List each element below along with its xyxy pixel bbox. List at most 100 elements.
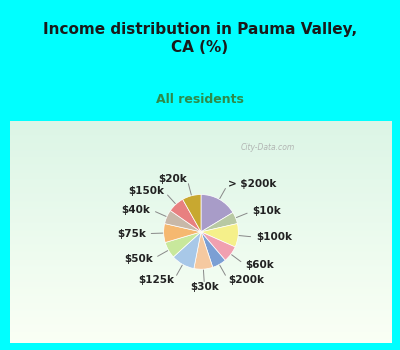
Bar [10,209,392,210]
Bar [10,241,392,242]
Bar [10,181,392,182]
Bar [10,283,392,284]
Bar [10,161,392,162]
Wedge shape [164,210,201,232]
Bar [10,196,392,197]
Bar [10,280,392,281]
Bar [10,128,392,130]
Bar [10,234,392,235]
Bar [10,323,392,324]
Bar [10,123,392,124]
Bar [10,175,392,176]
Text: $100k: $100k [256,232,292,242]
Bar [10,133,392,134]
Wedge shape [165,232,201,257]
Bar [10,328,392,329]
Bar [10,270,392,271]
Bar [10,142,392,143]
Bar [10,332,392,333]
Bar [10,210,392,211]
Bar [10,321,392,322]
Bar [10,166,392,167]
Bar [10,215,392,216]
Bar [10,261,392,262]
Bar [10,287,392,288]
Bar [10,176,392,177]
Bar [10,259,392,260]
Bar [10,223,392,224]
Bar [10,266,392,267]
Bar [10,155,392,156]
Bar [10,177,392,178]
Bar [10,143,392,144]
Bar [10,294,392,295]
Bar [10,212,392,213]
Bar [10,152,392,153]
Bar [10,180,392,181]
Bar [10,274,392,275]
Bar [10,226,392,228]
Bar [10,140,392,141]
Bar [10,201,392,202]
Bar [10,324,392,325]
Bar [10,305,392,306]
Bar [10,124,392,125]
Bar [10,195,392,196]
Bar [10,182,392,183]
Bar [10,313,392,314]
Bar [10,178,392,180]
Bar [10,218,392,220]
Bar [10,237,392,239]
Bar [10,306,392,307]
Bar [10,236,392,237]
Bar [10,301,392,302]
Bar [10,316,392,317]
Bar [10,254,392,255]
Bar [10,163,392,164]
Bar [10,255,392,256]
Bar [10,326,392,328]
Bar [10,197,392,198]
Wedge shape [201,232,225,267]
Bar [10,174,392,175]
Bar [10,160,392,161]
Bar [10,203,392,204]
Bar [10,151,392,152]
Bar [10,315,392,316]
Bar [10,204,392,205]
Bar [10,206,392,208]
Bar [10,292,392,293]
Bar [10,256,392,258]
Bar [10,286,392,287]
Bar [10,309,392,310]
Bar [10,318,392,320]
Bar [10,190,392,191]
Wedge shape [164,224,201,243]
Bar [10,148,392,150]
Bar [10,279,392,280]
Bar [10,252,392,253]
Wedge shape [183,195,201,232]
Bar [10,235,392,236]
Bar [10,224,392,225]
Bar [10,153,392,154]
Text: All residents: All residents [156,92,244,105]
Text: $200k: $200k [228,275,264,285]
Bar [10,167,392,169]
Bar [10,134,392,135]
Bar [10,265,392,266]
Text: $20k: $20k [158,174,187,183]
Bar [10,131,392,132]
Bar [10,267,392,268]
Bar [10,228,392,229]
Bar [10,189,392,190]
Wedge shape [201,195,233,232]
Bar [10,251,392,252]
Bar [10,298,392,299]
Bar [10,145,392,146]
Bar [10,260,392,261]
Bar [10,302,392,303]
Bar [10,264,392,265]
Bar [10,159,392,160]
Bar [10,214,392,215]
